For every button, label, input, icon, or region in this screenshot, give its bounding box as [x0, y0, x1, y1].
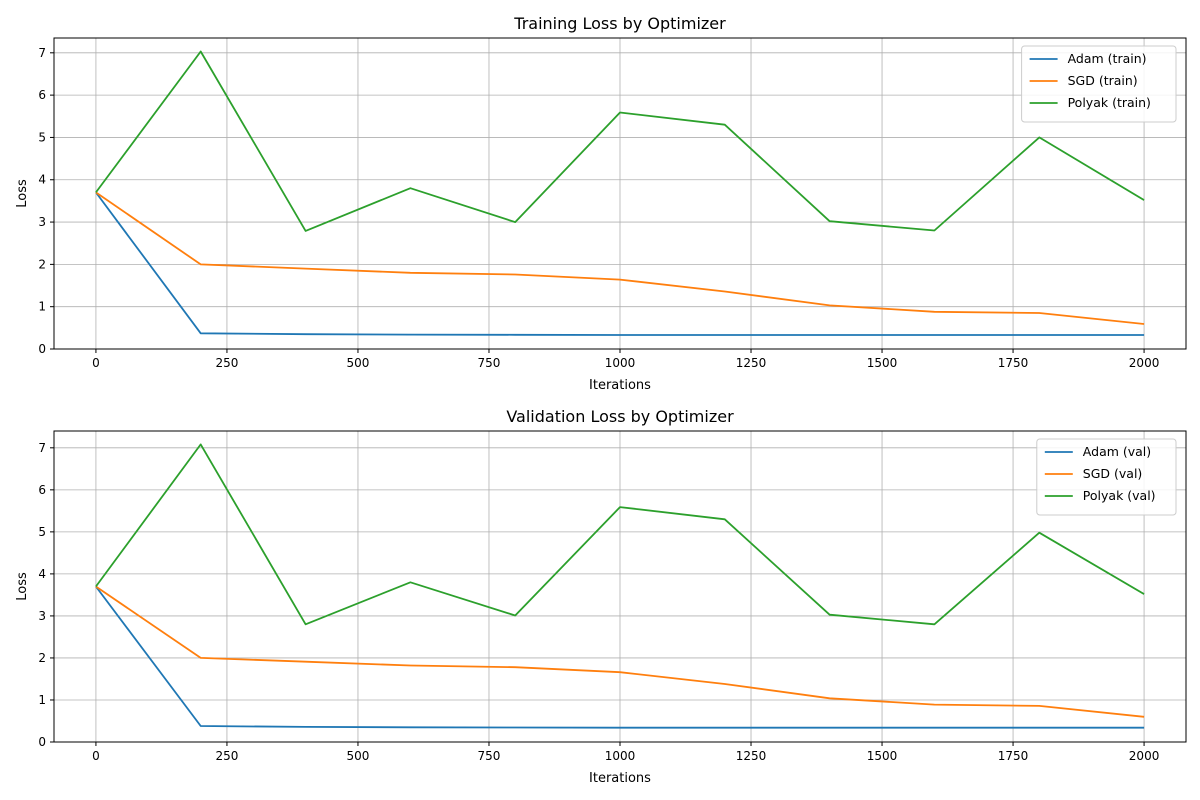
x-tick-label: 1750: [998, 356, 1029, 370]
x-tick-label: 1000: [605, 356, 636, 370]
x-tick-label: 750: [478, 356, 501, 370]
legend-label: SGD (train): [1068, 73, 1138, 88]
x-tick-label: 0: [92, 749, 100, 763]
legend-box: [1021, 45, 1177, 123]
x-tick-label: 2000: [1129, 749, 1160, 763]
x-tick-label: 1250: [736, 749, 767, 763]
y-tick-label: 6: [38, 483, 46, 497]
legend-label: Polyak (val): [1083, 488, 1156, 503]
chart-title: Training Loss by Optimizer: [513, 14, 726, 33]
series-line-polyak-val: [95, 443, 1145, 626]
x-axis-label: Iterations: [589, 771, 651, 786]
legend-label: Adam (val): [1083, 444, 1151, 459]
y-axis-label: Loss: [15, 179, 30, 208]
y-tick-label: 5: [38, 130, 46, 144]
y-tick-label: 4: [38, 173, 46, 187]
y-tick-label: 4: [38, 567, 46, 581]
x-tick-label: 1500: [867, 749, 898, 763]
y-tick-label: 0: [38, 735, 46, 749]
y-tick-label: 7: [38, 441, 46, 455]
y-tick-label: 5: [38, 525, 46, 539]
x-tick-label: 1250: [736, 356, 767, 370]
x-tick-label: 1000: [605, 749, 636, 763]
legend: Adam (train) SGD (train) Polyak (train): [1021, 45, 1177, 123]
y-tick-label: 2: [38, 651, 46, 665]
x-tick-label: 500: [347, 356, 370, 370]
chart-title: Validation Loss by Optimizer: [506, 407, 734, 426]
y-tick-label: 3: [38, 609, 46, 623]
series-line-polyak-train: [95, 50, 1145, 232]
x-tick-label: 750: [478, 749, 501, 763]
y-tick-label: 1: [38, 300, 46, 314]
series-line-adam-val: [95, 585, 1145, 729]
series-line-sgd-train: [95, 191, 1145, 325]
y-tick-label: 3: [38, 215, 46, 229]
training-loss-chart: 0 250 500 750 1000 1250 1500 1750 2000 0 1 2 3 4 5 6 7 Tr…: [15, 14, 1187, 393]
legend-label: SGD (val): [1083, 466, 1143, 481]
x-tick-label: 250: [215, 749, 238, 763]
x-tick-label: 1750: [998, 749, 1029, 763]
y-axis-label: Loss: [15, 572, 30, 601]
x-tick-label: 250: [215, 356, 238, 370]
legend-label: Adam (train): [1068, 51, 1147, 66]
x-tick-label: 2000: [1129, 356, 1160, 370]
legend-label: Polyak (train): [1068, 95, 1151, 110]
series-line-adam-train: [95, 191, 1145, 336]
validation-loss-chart: 0 250 500 750 1000 1250 1500 1750 2000 0 1 2 3 4 5 6 7 Va…: [15, 407, 1187, 786]
legend: Adam (val) SGD (val) Polyak (val): [1036, 438, 1177, 516]
y-tick-label: 6: [38, 88, 46, 102]
x-axis-label: Iterations: [589, 378, 651, 393]
y-tick-label: 1: [38, 693, 46, 707]
y-tick-label: 0: [38, 342, 46, 356]
series-line-sgd-val: [95, 585, 1145, 718]
x-tick-label: 500: [347, 749, 370, 763]
x-tick-label: 0: [92, 356, 100, 370]
x-tick-label: 1500: [867, 356, 898, 370]
y-tick-label: 2: [38, 257, 46, 271]
y-tick-label: 7: [38, 46, 46, 60]
